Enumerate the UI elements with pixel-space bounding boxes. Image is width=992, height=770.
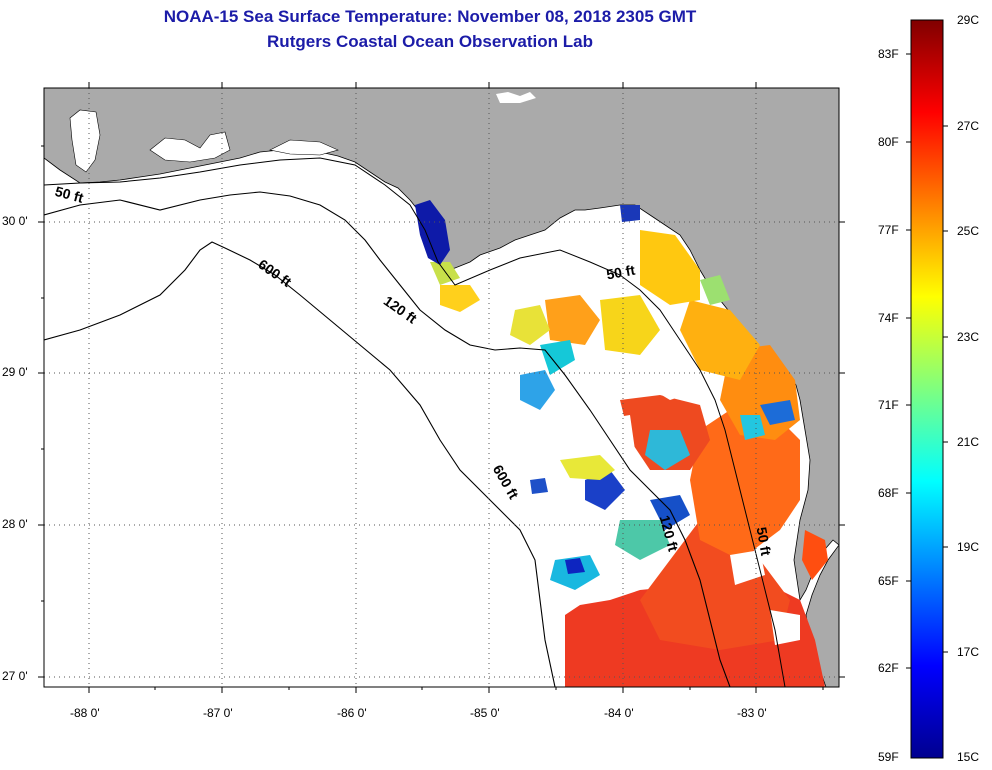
contour-50ft	[44, 157, 786, 687]
colorbar-fahrenheit-label: 62F	[878, 661, 899, 675]
colorbar-fahrenheit-label: 77F	[878, 223, 899, 237]
colorbar-celsius-label: 25C	[957, 224, 980, 238]
colorbar-fahrenheit-label: 65F	[878, 574, 899, 588]
colorbar-celsius-label: 17C	[957, 645, 980, 659]
lon-tick-label: -88 0'	[70, 706, 100, 720]
lat-tick-label: 27 0'	[2, 669, 28, 683]
sst-patches	[415, 200, 828, 687]
colorbar-celsius-label: 29C	[957, 13, 980, 27]
land-mass	[44, 88, 839, 602]
colorbar-ticks	[906, 53, 948, 669]
bay-feature	[269, 139, 339, 156]
map-subtitle: Rutgers Coastal Ocean Observation Lab	[267, 32, 593, 51]
lat-tick-label: 28 0'	[2, 517, 28, 531]
bay-feature	[149, 131, 231, 163]
lat-tick-label: 29 0'	[2, 365, 28, 379]
contour-600ft	[44, 241, 556, 687]
colorbar-fahrenheit-label: 74F	[878, 311, 899, 325]
colorbar-fahrenheit-label: 68F	[878, 486, 899, 500]
ticks	[38, 82, 845, 693]
colorbar-fahrenheit-label: 71F	[878, 398, 899, 412]
colorbar-fahrenheit-label: 80F	[878, 135, 899, 149]
lat-tick-label: 30 0'	[2, 214, 28, 228]
colorbar-celsius-label: 19C	[957, 540, 980, 554]
lon-tick-label: -84 0'	[604, 706, 634, 720]
contour-label: 50 ft	[605, 262, 636, 283]
contour-label: 50 ft	[754, 526, 775, 557]
lon-tick-label: -85 0'	[470, 706, 500, 720]
colorbar-gradient	[910, 19, 944, 759]
lake-feature	[496, 92, 536, 103]
lon-tick-label: -83 0'	[737, 706, 767, 720]
colorbar-celsius-label: 27C	[957, 119, 980, 133]
lon-tick-label: -86 0'	[337, 706, 367, 720]
lon-tick-label: -87 0'	[203, 706, 233, 720]
colorbar-celsius-label: 15C	[957, 750, 980, 764]
colorbar-celsius-label: 21C	[957, 435, 980, 449]
map-frame	[43, 87, 840, 688]
contour-label: 50 ft	[53, 183, 85, 206]
colorbar-fahrenheit-label: 83F	[878, 47, 899, 61]
bay-feature	[69, 109, 101, 173]
colorbar-fahrenheit-label: 59F	[878, 750, 899, 764]
map-title: NOAA-15 Sea Surface Temperature: Novembe…	[163, 7, 697, 26]
contour-120ft	[44, 191, 731, 687]
colorbar-celsius-label: 23C	[957, 330, 980, 344]
